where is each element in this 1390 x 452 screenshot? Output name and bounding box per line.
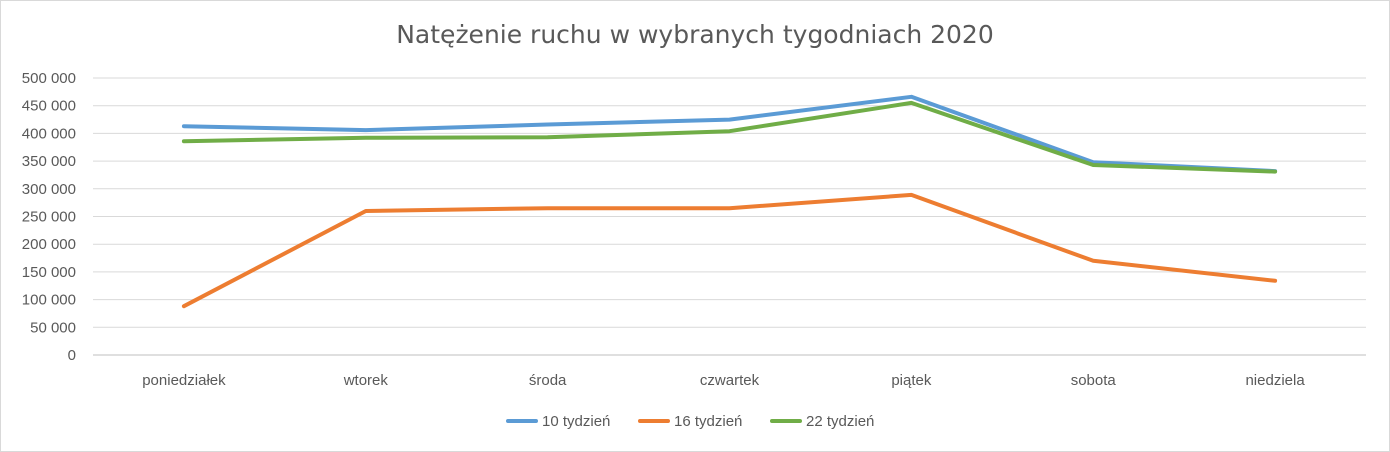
x-tick-label: czwartek [700,372,760,389]
y-tick-label: 0 [68,347,76,364]
series-line [181,94,1278,174]
y-axis-ticks: 0 50 000 100 000 150 000 200 000 250 000 300 0… [22,70,76,364]
x-tick-label: sobota [1071,372,1117,389]
gridlines [93,77,1366,356]
legend-label: 16 tydzień [674,413,742,430]
y-tick-label: 350 000 [22,153,76,170]
legend: 10 tydzień 16 tydzień 22 tydzień [506,413,874,430]
y-tick-label: 300 000 [22,181,76,198]
y-tick-label: 400 000 [22,125,76,142]
x-tick-label: środa [529,372,567,389]
x-axis-ticks: poniedziałek wtorek środa czwartek piątek sob… [142,372,1305,389]
y-tick-label: 150 000 [22,264,76,281]
x-tick-label: piątek [891,372,932,389]
series-line [181,100,1278,174]
x-tick-label: niedziela [1245,372,1305,389]
y-tick-label: 200 000 [22,236,76,253]
y-tick-label: 50 000 [30,319,76,336]
chart-title: Natężenie ruchu w wybranych tygodniach 2… [396,20,994,49]
y-tick-label: 450 000 [22,98,76,115]
x-tick-label: poniedziałek [142,372,226,389]
x-tick-label: wtorek [343,372,389,389]
series-lines [181,94,1278,309]
legend-label: 22 tydzień [806,413,874,430]
y-tick-label: 250 000 [22,209,76,226]
y-tick-label: 100 000 [22,292,76,309]
legend-label: 10 tydzień [542,413,610,430]
y-tick-label: 500 000 [22,70,76,87]
series-line [181,192,1278,309]
